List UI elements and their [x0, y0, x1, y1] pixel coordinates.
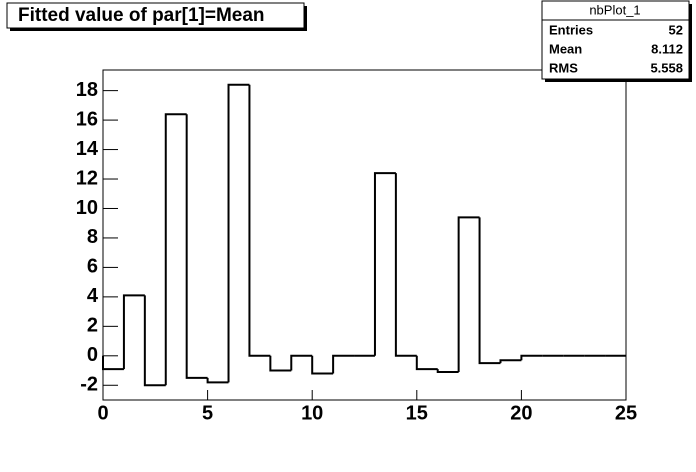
histogram-bin	[206, 377, 229, 384]
y-tick-label: 10	[76, 197, 98, 219]
stats-box	[541, 0, 690, 80]
histogram-bin	[457, 216, 480, 373]
stats-title: nbPlot_1	[589, 2, 640, 17]
histogram-bin	[436, 369, 459, 374]
x-tick-label: 10	[301, 402, 323, 424]
histogram-bin	[478, 217, 501, 365]
y-tick-label: -2	[80, 374, 98, 396]
y-tick-label: 4	[87, 285, 99, 307]
stats-label: Entries	[549, 22, 593, 37]
chart-title: Fitted value of par[1]=Mean	[18, 5, 265, 26]
stats-label: RMS	[549, 60, 578, 75]
histogram-bin	[394, 173, 417, 357]
x-tick-label: 0	[97, 402, 108, 424]
frame	[102, 69, 627, 401]
y-tick-label: 6	[87, 256, 98, 278]
y-tick-label: 12	[76, 167, 98, 189]
histogram-bin	[185, 114, 208, 379]
title-box	[6, 2, 305, 29]
x-tick-label: 15	[406, 402, 428, 424]
histogram-bin	[122, 294, 145, 370]
x-tick-label: 25	[615, 402, 637, 424]
histogram-bin	[499, 359, 522, 364]
y-tick-label: 2	[87, 315, 98, 337]
histogram-bin	[311, 355, 334, 375]
histogram-bin	[227, 83, 250, 383]
histogram-bin	[248, 84, 271, 357]
x-tick-label: 5	[202, 402, 213, 424]
y-tick-label: 16	[76, 108, 98, 130]
y-tick-label: 0	[87, 344, 98, 366]
histogram-bin	[164, 113, 187, 386]
stats-value: 5.558	[650, 60, 683, 75]
y-tick-label: 8	[87, 226, 98, 248]
histogram-bin	[143, 295, 166, 387]
histogram-bin	[415, 355, 438, 371]
stats-label: Mean	[549, 41, 582, 56]
histogram-bin	[269, 355, 292, 372]
histogram-bin	[373, 172, 396, 356]
stats-value: 8.112	[651, 41, 683, 56]
histogram-bin	[520, 354, 543, 361]
stats-value: 52	[669, 22, 683, 37]
histogram-bin	[102, 355, 124, 371]
x-tick-label: 20	[510, 402, 532, 424]
y-tick-label: 18	[76, 79, 98, 101]
y-tick-label: 14	[76, 138, 99, 160]
histogram-bin	[290, 354, 313, 371]
histogram-bin	[332, 354, 355, 374]
